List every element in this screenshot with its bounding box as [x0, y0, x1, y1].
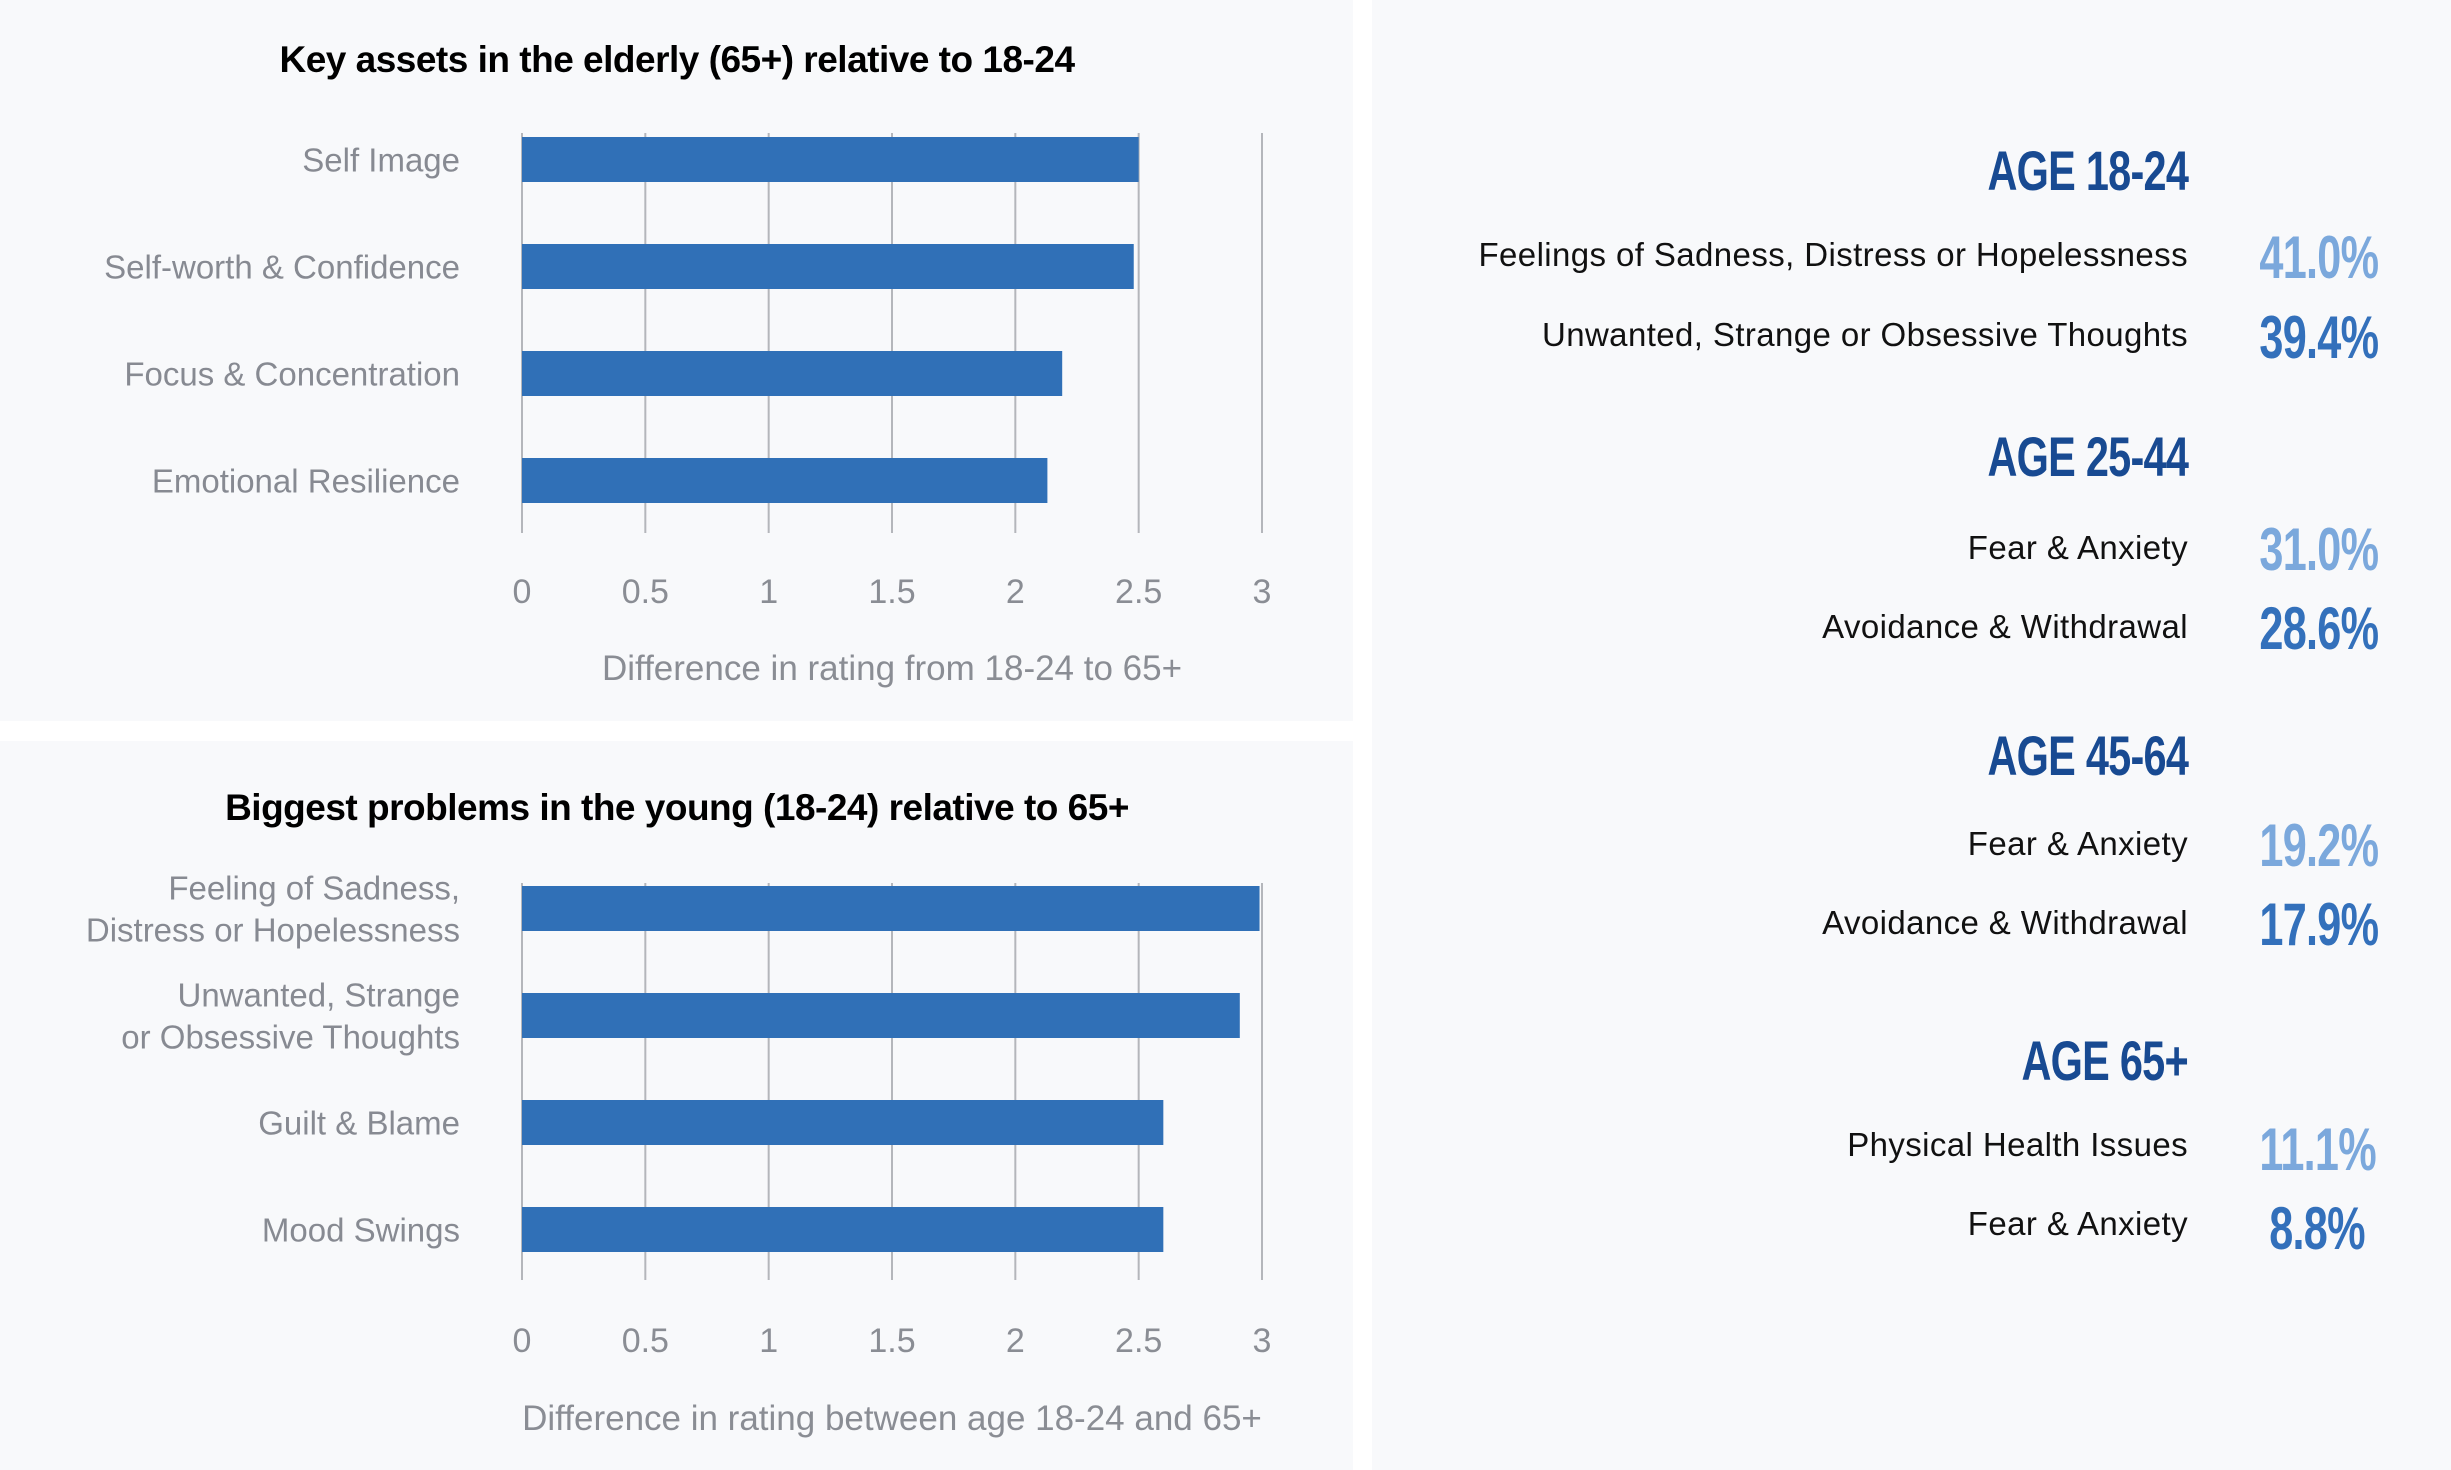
stat-label: Fear & Anxiety	[1967, 1205, 2188, 1242]
chart-biggest-problems: Biggest problems in the young (18-24) re…	[86, 787, 1272, 1438]
age-heading: AGE 45-64	[1987, 724, 2188, 787]
age-stats-panel: AGE 18-24 Feelings of Sadness, Distress …	[1372, 0, 2451, 1470]
x-tick-label: 2.5	[1115, 573, 1162, 611]
bar	[522, 458, 1048, 503]
stat-value: 31.0%	[2259, 516, 2379, 583]
x-tick-label: 2	[1006, 1322, 1025, 1360]
bar	[522, 1207, 1164, 1252]
x-tick-label: 0	[513, 1322, 532, 1360]
x-tick-label: 0	[513, 573, 532, 611]
stat-label: Fear & Anxiety	[1967, 529, 2188, 566]
x-axis-title: Difference in rating from 18-24 to 65+	[602, 649, 1182, 688]
x-tick-label: 3	[1253, 1322, 1272, 1360]
category-label: Mood Swings	[262, 1212, 460, 1249]
x-axis-title: Difference in rating between age 18-24 a…	[522, 1399, 1262, 1438]
category-label: Self Image	[302, 142, 460, 179]
x-tick-label: 2	[1006, 573, 1025, 611]
category-label: Distress or Hopelessness	[86, 912, 460, 949]
age-heading: AGE 18-24	[1987, 139, 2188, 202]
x-tick-label: 1.5	[868, 1322, 915, 1360]
bar	[522, 993, 1240, 1038]
bar	[522, 244, 1134, 289]
bar	[522, 351, 1063, 396]
age-heading: AGE 25-44	[1987, 425, 2188, 488]
x-tick-label: 1.5	[868, 573, 915, 611]
stat-label: Fear & Anxiety	[1967, 825, 2188, 862]
stat-value: 8.8%	[2269, 1195, 2365, 1262]
x-tick-label: 2.5	[1115, 1322, 1162, 1360]
stat-label: Unwanted, Strange or Obsessive Thoughts	[1541, 316, 2188, 353]
category-label: Unwanted, Strange	[177, 977, 460, 1014]
chart-title: Key assets in the elderly (65+) relative…	[279, 39, 1075, 80]
stat-label: Physical Health Issues	[1847, 1126, 2188, 1163]
stat-value: 41.0%	[2259, 224, 2379, 291]
stat-value: 19.2%	[2259, 812, 2379, 879]
stat-value: 39.4%	[2259, 304, 2379, 371]
chart-title: Biggest problems in the young (18-24) re…	[225, 787, 1129, 828]
stat-value: 11.1%	[2259, 1116, 2376, 1183]
stat-value: 28.6%	[2259, 595, 2379, 662]
chart-panel-key-assets: Key assets in the elderly (65+) relative…	[0, 0, 1353, 721]
category-label: Self-worth & Confidence	[104, 249, 460, 286]
stat-label: Avoidance & Withdrawal	[1822, 608, 2188, 645]
chart-key-assets: Key assets in the elderly (65+) relative…	[104, 39, 1272, 688]
x-tick-label: 3	[1253, 573, 1272, 611]
stat-value: 17.9%	[2259, 891, 2379, 958]
x-tick-label: 0.5	[622, 1322, 669, 1360]
x-tick-label: 1	[759, 1322, 778, 1360]
bar	[522, 137, 1139, 182]
category-label: Focus & Concentration	[124, 356, 460, 393]
bar	[522, 886, 1260, 931]
chart-panel-biggest-problems: Biggest problems in the young (18-24) re…	[0, 741, 1353, 1470]
category-label: Feeling of Sadness,	[168, 870, 460, 907]
category-label: or Obsessive Thoughts	[121, 1019, 460, 1056]
stat-label: Feelings of Sadness, Distress or Hopeles…	[1478, 236, 2188, 273]
stat-label: Avoidance & Withdrawal	[1822, 904, 2188, 941]
category-label: Guilt & Blame	[258, 1105, 460, 1142]
x-tick-label: 1	[759, 573, 778, 611]
age-heading: AGE 65+	[2021, 1029, 2189, 1092]
x-tick-label: 0.5	[622, 573, 669, 611]
category-label: Emotional Resilience	[152, 463, 460, 500]
bar	[522, 1100, 1164, 1145]
